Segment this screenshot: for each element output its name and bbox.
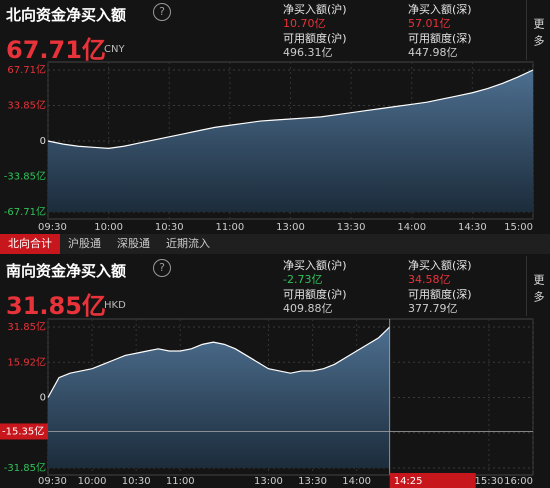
x-tick-label: 10:00: [94, 222, 123, 233]
title: 北向资金净买入额: [6, 6, 127, 24]
y-tick-label: 15.92亿: [7, 355, 46, 368]
more-button[interactable]: 更多: [526, 0, 550, 60]
stat-label: 可用额度(沪): [283, 288, 347, 301]
stat-label: 可用额度(沪): [283, 32, 347, 45]
x-tick-label: 15:30: [474, 476, 503, 487]
tab[interactable]: 深股通: [117, 237, 150, 250]
stat: 净买入额(沪) 10.70亿: [283, 3, 347, 31]
stat-label: 净买入额(深): [408, 259, 472, 272]
currency: CNY: [104, 44, 125, 55]
stat: 可用额度(深) 377.79亿: [408, 288, 472, 316]
x-tick-label: 09:30: [38, 222, 67, 233]
y-tick-label: 0: [40, 136, 46, 147]
stat-label: 可用额度(深): [408, 32, 472, 45]
x-tick-label: 13:30: [298, 476, 327, 487]
stat-value: -2.73亿: [283, 273, 323, 286]
stat-label: 可用额度(深): [408, 288, 472, 301]
line: [47, 326, 391, 398]
panel-header: 北向资金净买入额? 67.71亿 CNY 净买入额(沪) 10.70亿 净买入额(深) 57…: [0, 0, 550, 64]
stat: 净买入额(深) 57.01亿: [408, 3, 472, 31]
stat-value: 447.98亿: [408, 46, 458, 59]
stat-value: 10.70亿: [283, 17, 326, 30]
stat: 净买入额(深) 34.58亿: [408, 259, 472, 287]
x-tick-label: 15:00: [504, 222, 533, 233]
stat-value: 34.58亿: [408, 273, 451, 286]
stat-value: 409.88亿: [283, 302, 333, 315]
cursor-time-box: [389, 473, 476, 488]
y-tick-label: 67.71亿: [7, 63, 46, 76]
net-value: 67.71亿: [6, 36, 106, 64]
help-icon[interactable]: ?: [153, 3, 171, 21]
title: 南向资金净买入额: [6, 262, 127, 280]
stat-label: 净买入额(沪): [283, 3, 347, 16]
x-tick-label: 13:00: [276, 222, 305, 233]
x-tick-label: 10:00: [78, 476, 107, 487]
area-fill: [48, 327, 390, 468]
stat: 可用额度(沪) 496.31亿: [283, 32, 347, 60]
x-tick-label: 10:30: [122, 476, 151, 487]
x-tick-label: 14:30: [458, 222, 487, 233]
line: [47, 69, 534, 149]
y-tick-label: -31.85亿: [4, 461, 46, 474]
currency: HKD: [104, 300, 126, 311]
x-tick-label: 14:00: [342, 476, 371, 487]
x-tick-label: 11:00: [215, 222, 244, 233]
cursor-time-label: 14:25: [394, 476, 423, 487]
y-tick-label: 31.85亿: [7, 320, 46, 333]
area-fill: [48, 70, 533, 212]
y-tick-label: -67.71亿: [4, 205, 46, 218]
stat-value: 377.79亿: [408, 302, 458, 315]
x-tick-label: 13:30: [337, 222, 366, 233]
y-tick-label: 33.85亿: [7, 99, 46, 112]
stat-value: 57.01亿: [408, 17, 451, 30]
cursor-value-box: [0, 423, 48, 440]
stat-label: 净买入额(深): [408, 3, 472, 16]
x-tick-label: 10:30: [155, 222, 184, 233]
panel-header: 南向资金净买入额? 31.85亿 HKD 净买入额(沪) -2.73亿 净买入额(深) 34…: [0, 256, 550, 320]
help-icon[interactable]: ?: [153, 259, 171, 277]
x-tick-label: 09:30: [38, 476, 67, 487]
net-value: 31.85亿: [6, 292, 106, 320]
y-tick-label: -33.85亿: [4, 169, 46, 182]
x-tick-label: 11:00: [166, 476, 195, 487]
x-tick-label: 14:00: [397, 222, 426, 233]
y-tick-label: 0: [40, 393, 46, 404]
stat: 可用额度(深) 447.98亿: [408, 32, 472, 60]
more-button[interactable]: 更多: [526, 256, 550, 316]
tab[interactable]: 北向合计: [0, 234, 60, 254]
stat-label: 净买入额(沪): [283, 259, 347, 272]
stat: 净买入额(沪) -2.73亿: [283, 259, 347, 287]
stat: 可用额度(沪) 409.88亿: [283, 288, 347, 316]
cursor-value-label: -15.35亿: [2, 424, 44, 437]
stat-value: 496.31亿: [283, 46, 333, 59]
tab[interactable]: 近期流入: [166, 237, 210, 250]
tab[interactable]: 沪股通: [68, 237, 101, 250]
tab-bar: 北向合计 沪股通 深股通 近期流入: [0, 234, 550, 254]
x-tick-label: 16:00: [504, 476, 533, 487]
x-tick-label: 13:00: [254, 476, 283, 487]
